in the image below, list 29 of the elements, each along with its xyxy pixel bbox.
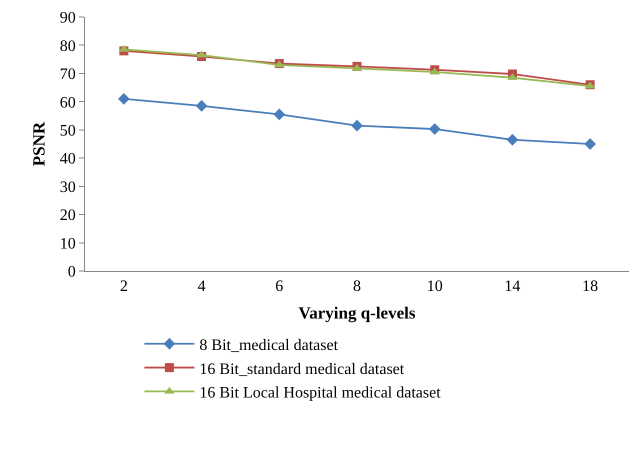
- legend-label: 8 Bit_medical dataset: [199, 337, 339, 354]
- y-tick-label: 50: [60, 122, 76, 140]
- y-tick-label: 40: [60, 150, 76, 168]
- y-tick-label: 0: [68, 264, 76, 281]
- point: [196, 100, 208, 112]
- y-axis-title: PSNR: [29, 121, 48, 166]
- point: [351, 120, 363, 132]
- y-tick-label: 30: [60, 178, 76, 196]
- y-tick-label: 20: [60, 207, 76, 224]
- point: [428, 123, 441, 135]
- x-tick-label: 6: [275, 278, 284, 296]
- point: [584, 138, 596, 150]
- x-tick-label: 14: [504, 278, 520, 296]
- legend-label: 16 Bit_standard medical dataset: [199, 360, 405, 378]
- x-tick-label: 18: [582, 278, 598, 296]
- point: [506, 134, 518, 146]
- point: [118, 92, 130, 105]
- x-tick-label: 2: [120, 278, 128, 296]
- y-tick-label: 70: [60, 66, 76, 84]
- y-tick-label: 90: [60, 10, 76, 27]
- x-axis-title: Varying q-levels: [298, 304, 416, 323]
- x-tick-label: 10: [426, 278, 443, 296]
- y-tick-label: 10: [60, 235, 76, 252]
- point: [273, 108, 286, 120]
- y-tick-label: 60: [60, 94, 76, 112]
- y-tick-label: 80: [60, 38, 76, 55]
- legend-label: 16 Bit Local Hospital medical dataset: [199, 384, 442, 402]
- x-tick-label: 8: [353, 278, 361, 296]
- x-tick-label: 4: [198, 278, 206, 296]
